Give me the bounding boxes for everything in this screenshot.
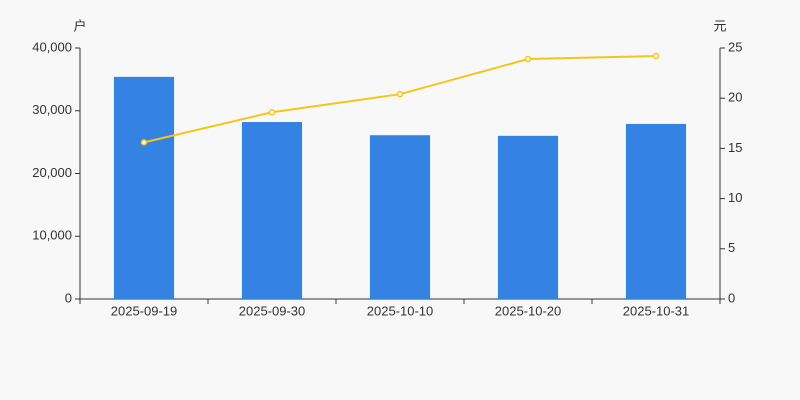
bar — [625, 123, 687, 300]
bar — [113, 76, 175, 300]
y2-tick-label: 25 — [728, 39, 742, 54]
y-tick-label: 40,000 — [32, 39, 72, 54]
x-tick-label: 2025-09-19 — [111, 303, 178, 318]
y2-tick-label: 10 — [728, 190, 742, 205]
y2-tick-label: 15 — [728, 140, 742, 155]
x-tick-label: 2025-10-31 — [623, 303, 690, 318]
line-point — [652, 52, 660, 60]
line-point — [396, 90, 404, 98]
x-tick-label: 2025-10-20 — [495, 303, 562, 318]
bar — [497, 135, 559, 299]
bar — [241, 122, 303, 299]
y-tick-label: 20,000 — [32, 165, 72, 180]
y-axis-label: 户 — [73, 18, 86, 33]
y2-tick-label: 0 — [728, 290, 735, 305]
y-tick-label: 0 — [65, 290, 72, 305]
bar — [369, 135, 431, 299]
line-point — [524, 55, 532, 63]
x-tick-label: 2025-09-30 — [239, 303, 306, 318]
line-point — [268, 109, 276, 116]
line-point — [140, 139, 148, 146]
y2-tick-label: 20 — [728, 90, 742, 105]
y2-axis-label: 元 — [713, 18, 726, 33]
y-tick-label: 30,000 — [32, 102, 72, 117]
y-tick-label: 10,000 — [32, 228, 72, 243]
x-tick-label: 2025-10-10 — [367, 303, 434, 318]
y2-tick-label: 5 — [728, 240, 735, 255]
